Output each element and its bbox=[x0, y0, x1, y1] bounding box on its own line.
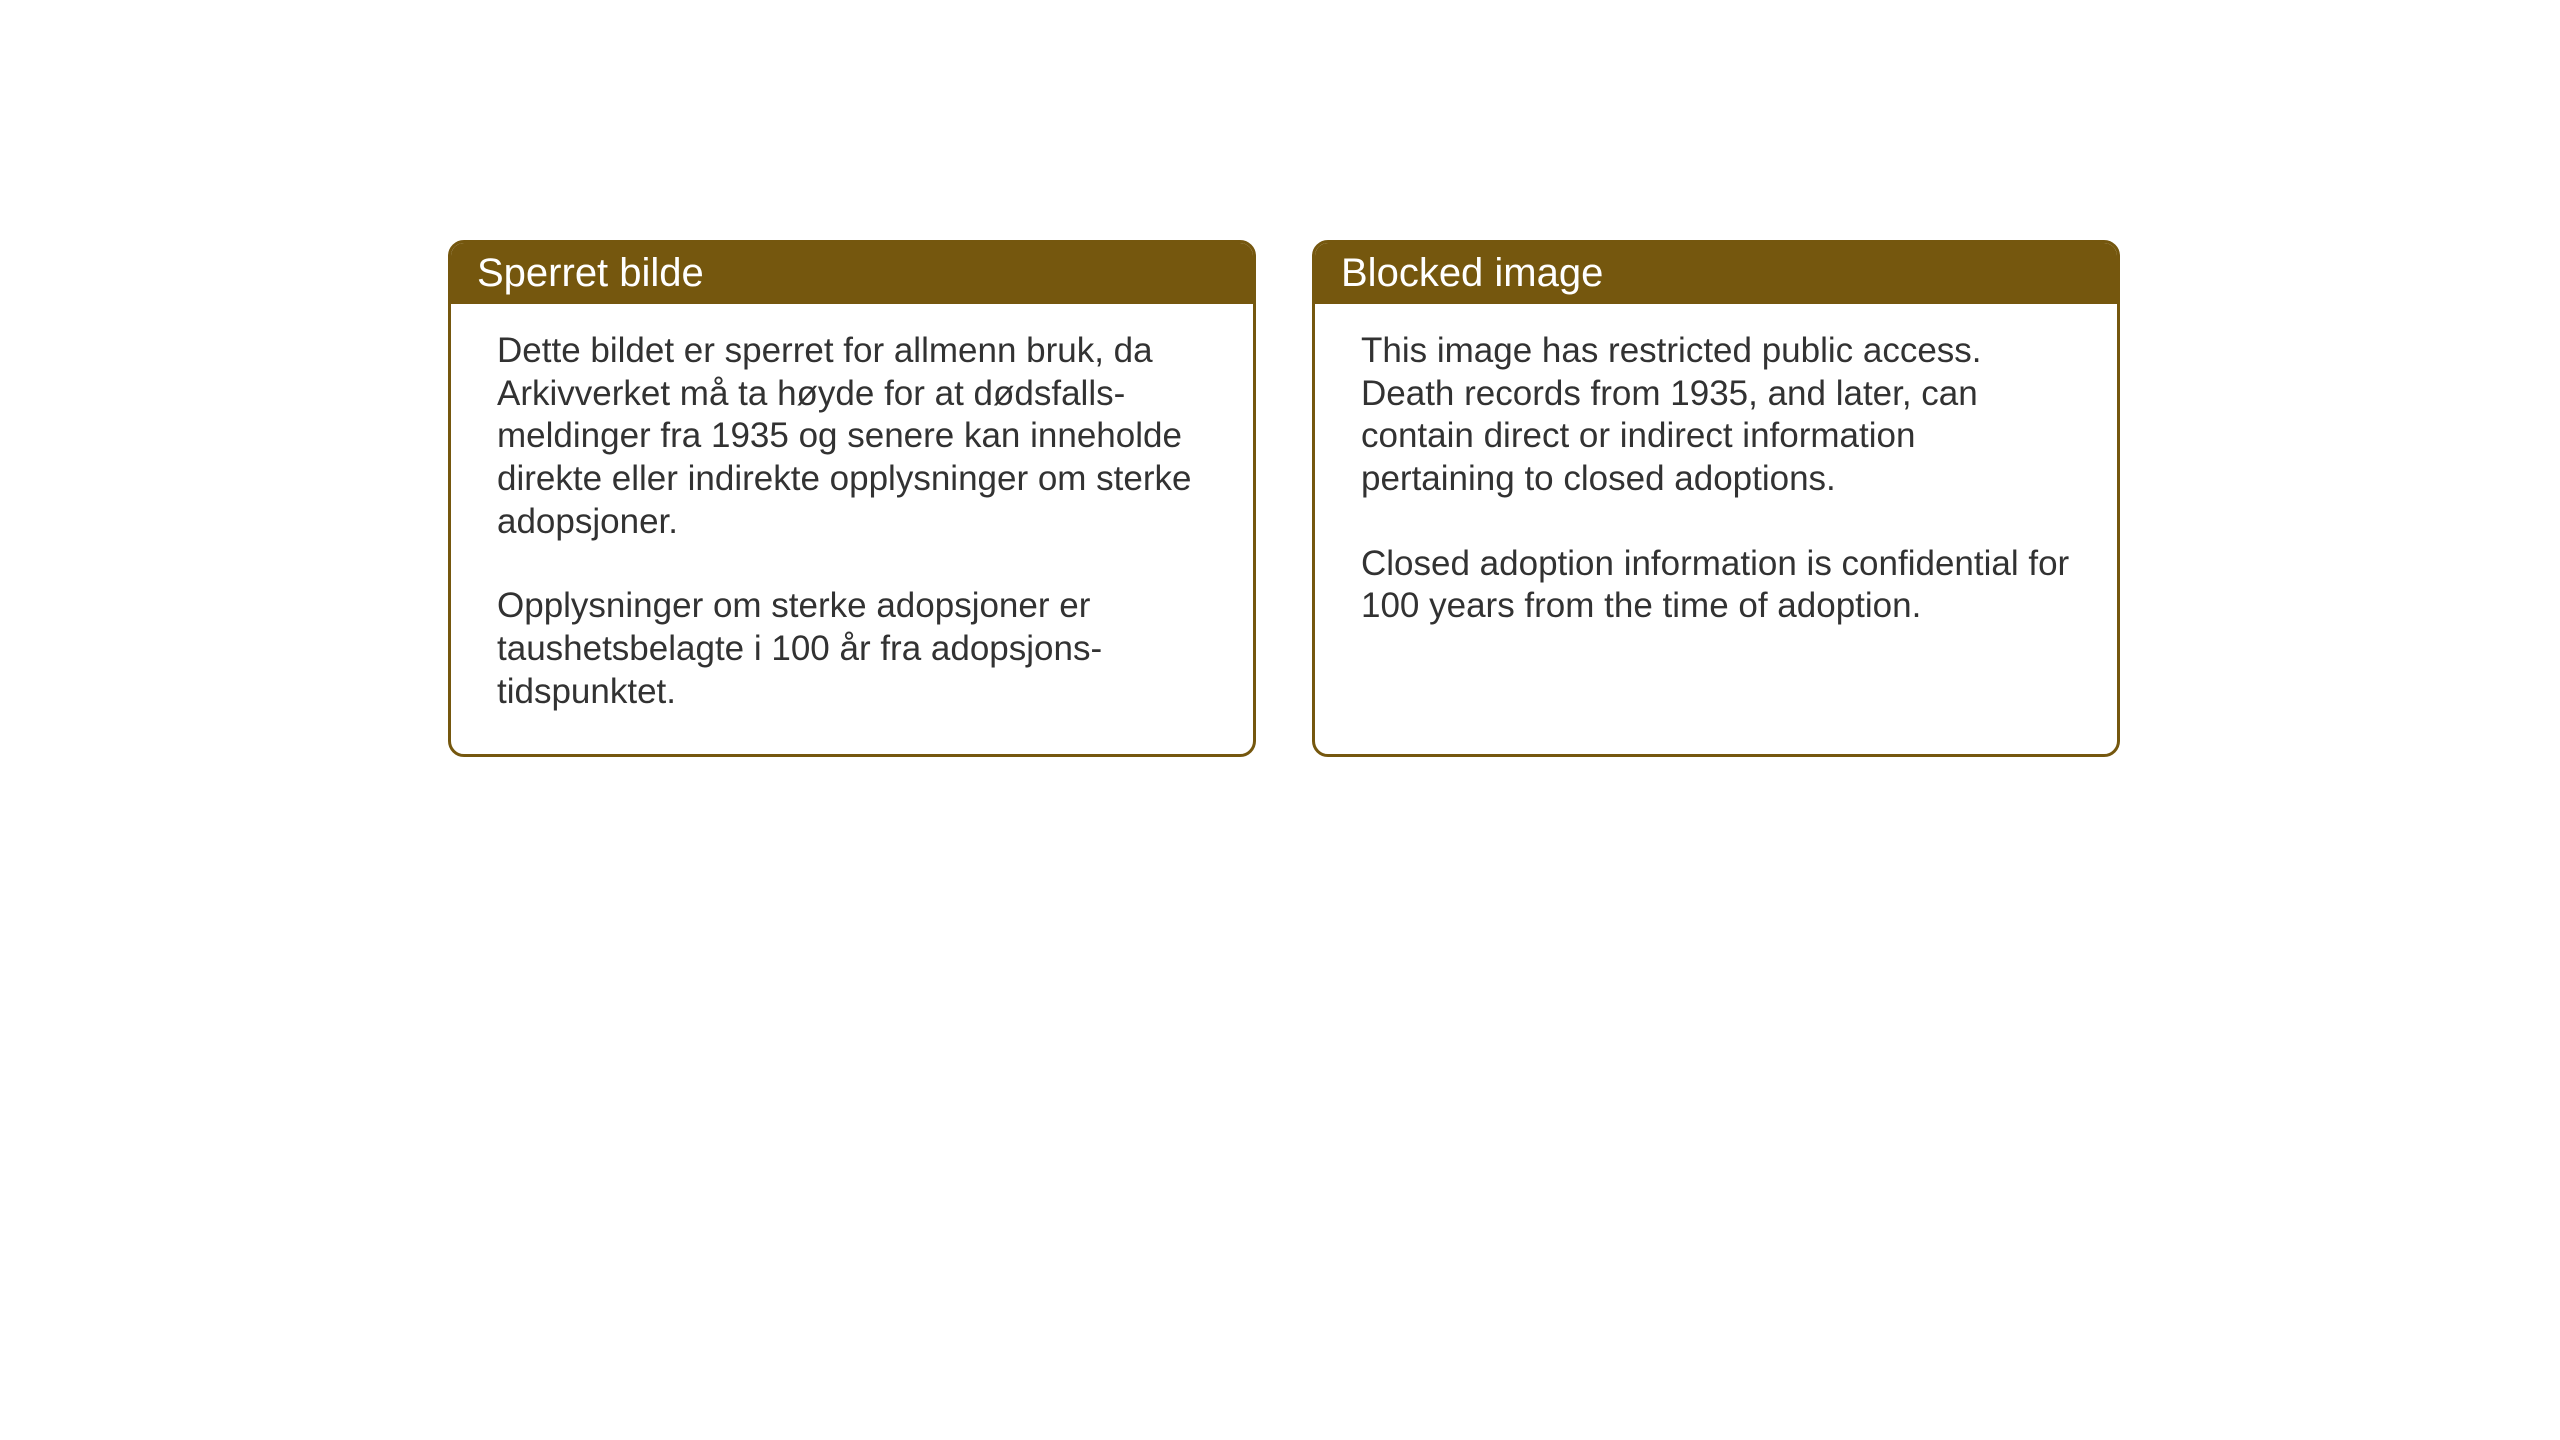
card-body-norwegian: Dette bildet er sperret for allmenn bruk… bbox=[451, 304, 1253, 754]
card-english: Blocked image This image has restricted … bbox=[1312, 240, 2120, 757]
card-body-english: This image has restricted public access.… bbox=[1315, 304, 2117, 744]
card-title: Blocked image bbox=[1341, 251, 1603, 295]
card-paragraph: Dette bildet er sperret for allmenn bruk… bbox=[497, 330, 1207, 543]
card-paragraph: Opplysninger om sterke adopsjoner er tau… bbox=[497, 585, 1207, 713]
card-paragraph: Closed adoption information is confident… bbox=[1361, 543, 2071, 628]
card-title: Sperret bilde bbox=[477, 251, 704, 295]
cards-container: Sperret bilde Dette bildet er sperret fo… bbox=[448, 240, 2120, 757]
card-norwegian: Sperret bilde Dette bildet er sperret fo… bbox=[448, 240, 1256, 757]
card-paragraph: This image has restricted public access.… bbox=[1361, 330, 2071, 501]
card-header-norwegian: Sperret bilde bbox=[451, 243, 1253, 304]
card-header-english: Blocked image bbox=[1315, 243, 2117, 304]
